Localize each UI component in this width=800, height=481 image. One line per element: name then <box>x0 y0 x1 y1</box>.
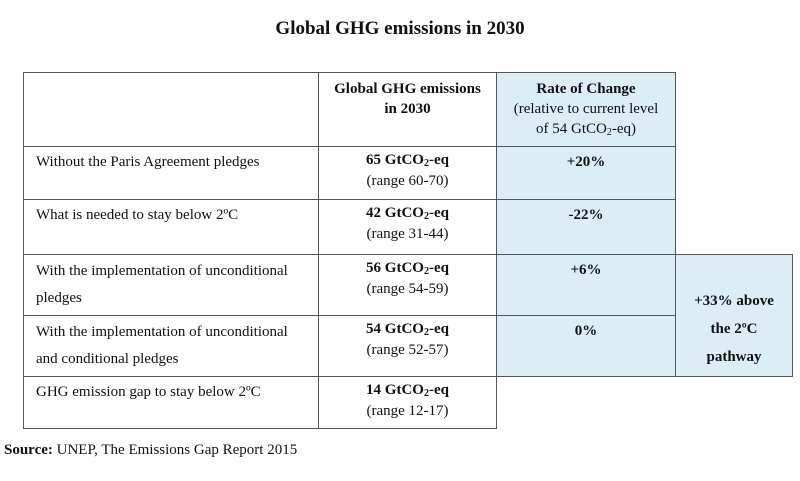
row-rate: -22% <box>568 207 604 223</box>
rate-column-shading <box>496 72 675 315</box>
source-text: UNEP, The Emissions Gap Report 2015 <box>52 442 298 458</box>
row-rate: +6% <box>570 262 602 278</box>
row-emissions: 54 GtCO2-eq (range 52-57) <box>366 321 449 358</box>
header-emissions: Global GHG emissions in 2030 <box>334 81 481 117</box>
row-label: With the implementation of unconditional… <box>36 324 288 367</box>
row-emissions: 14 GtCO2-eq (range 12-17) <box>366 382 449 419</box>
header-rate-of-change: Rate of Change (relative to current leve… <box>513 81 659 138</box>
row-label: GHG emission gap to stay below 2ºC <box>36 384 261 400</box>
table-title: Global GHG emissions in 2030 <box>275 18 525 39</box>
row-rate: +20% <box>566 154 606 170</box>
rate-column-shading-lower <box>496 315 675 376</box>
side-note: +33% above the 2ºC pathway <box>694 293 774 365</box>
row-label: With the implementation of unconditional… <box>36 263 288 306</box>
row-label: Without the Paris Agreement pledges <box>36 154 260 170</box>
row-rate: 0% <box>574 323 598 339</box>
source-note: Source: UNEP, The Emissions Gap Report 2… <box>4 442 297 459</box>
row-emissions: 56 GtCO2-eq (range 54-59) <box>366 260 449 297</box>
row-emissions: 42 GtCO2-eq (range 31-44) <box>366 205 449 242</box>
row-label: What is needed to stay below 2ºC <box>36 207 239 223</box>
source-label: Source: <box>4 442 53 458</box>
side-note-shading <box>675 254 792 376</box>
row-emissions: 65 GtCO2-eq (range 60-70) <box>366 152 449 189</box>
